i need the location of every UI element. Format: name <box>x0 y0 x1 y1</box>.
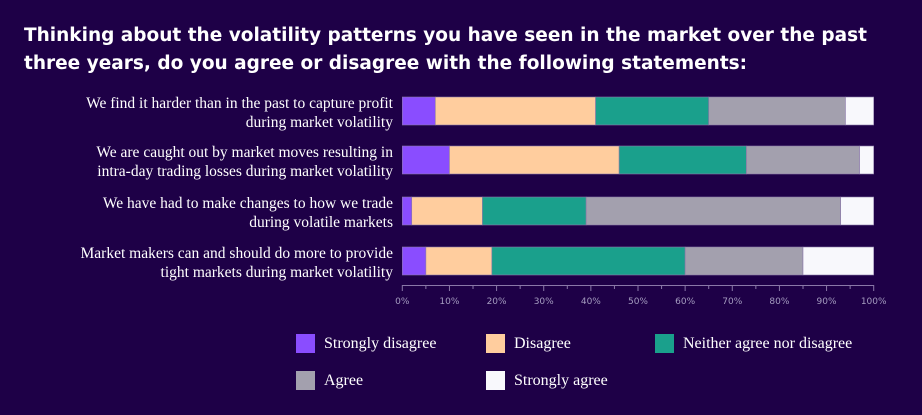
bar-segment-neither-agree-nor-disagree <box>618 145 747 175</box>
bar-segment-neither-agree-nor-disagree <box>491 246 686 276</box>
bar-segment-neither-agree-nor-disagree <box>595 96 710 126</box>
legend-label: Disagree <box>514 334 571 352</box>
bar-segment-strongly-agree <box>802 246 874 276</box>
legend-label: Strongly agree <box>514 371 608 389</box>
legend-label: Strongly disagree <box>324 334 437 352</box>
bar-segment-disagree <box>449 145 620 175</box>
legend-swatch <box>296 334 315 353</box>
bar-segment-strongly-agree <box>840 196 875 226</box>
category-label: during market volatility <box>246 114 393 131</box>
legend-label: Neither agree nor disagree <box>683 334 853 352</box>
bar-segment-strongly-disagree <box>401 196 413 226</box>
x-tick-label: 60% <box>675 297 695 307</box>
category-label: Market makers can and should do more to … <box>81 245 394 262</box>
bar-segment-strongly-disagree <box>401 246 427 276</box>
bar-segment-strongly-disagree <box>401 96 436 126</box>
legend-item: Strongly disagree <box>296 334 436 353</box>
category-label: tight markets during market volatility <box>161 264 394 281</box>
legend-label: Agree <box>324 371 364 389</box>
bar-segment-agree <box>585 196 842 226</box>
bar-segment-strongly-agree <box>845 96 875 126</box>
bar-segment-agree <box>746 145 860 175</box>
x-tick-label: 50% <box>628 297 648 307</box>
chart-title: Thinking about the volatility patterns y… <box>24 25 867 74</box>
x-tick-label: 30% <box>534 297 554 307</box>
bar-segment-strongly-agree <box>859 145 874 175</box>
bar-segment-agree <box>708 96 846 126</box>
legend-swatch <box>486 371 505 390</box>
bar-segment-neither-agree-nor-disagree <box>482 196 587 226</box>
bar-segment-strongly-disagree <box>401 145 450 175</box>
category-label: intra-day trading losses during market v… <box>97 163 393 180</box>
x-tick-label: 10% <box>439 297 459 307</box>
bar-segment-disagree <box>434 96 596 126</box>
bar-segment-agree <box>684 246 804 276</box>
legend-item: Disagree <box>486 334 571 353</box>
legend-swatch <box>486 334 505 353</box>
legend-swatch <box>655 334 674 353</box>
x-tick-label: 70% <box>722 297 742 307</box>
x-tick-label: 0% <box>395 297 410 307</box>
x-tick-label: 90% <box>817 297 837 307</box>
legend-item: Neither agree nor disagree <box>655 334 852 353</box>
category-label: during volatile markets <box>249 214 393 231</box>
legend-item: Strongly agree <box>486 371 608 390</box>
x-tick-label: 80% <box>769 297 789 307</box>
bar-segment-disagree <box>411 196 483 226</box>
category-label: We have had to make changes to how we tr… <box>103 195 393 212</box>
x-tick-label: 20% <box>487 297 507 307</box>
legend-item: Agree <box>296 371 363 390</box>
category-label: We find it harder than in the past to ca… <box>86 95 394 112</box>
bar-segment-disagree <box>425 246 493 276</box>
legend-swatch <box>296 371 315 390</box>
x-tick-label: 100% <box>861 297 887 307</box>
x-tick-label: 40% <box>581 297 601 307</box>
category-label: We are caught out by market moves result… <box>96 144 393 161</box>
